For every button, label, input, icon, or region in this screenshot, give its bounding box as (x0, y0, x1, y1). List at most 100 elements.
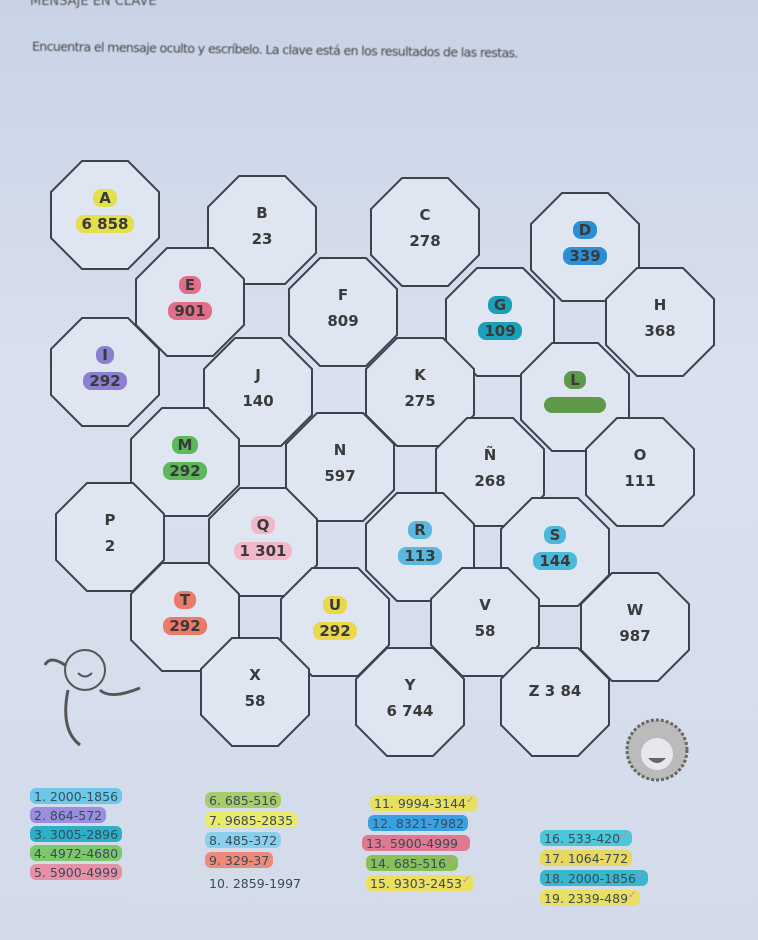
check-mark: ✓ (620, 830, 629, 841)
cell-value: 292 (313, 622, 357, 640)
cell-letter: Y (404, 676, 416, 694)
cell-m: M 292 (129, 406, 241, 518)
cell-s: S 144 (499, 496, 611, 608)
cell-u: U 292 (279, 566, 391, 678)
subtraction-item: 9. 329-37 (205, 852, 274, 869)
cell-letter: O (633, 446, 647, 464)
check-mark: ✓ (628, 890, 637, 901)
cell-value: 140 (242, 392, 274, 410)
cell-value: 339 (563, 247, 607, 265)
subtraction-item: 4. 4972-4680 (30, 845, 123, 862)
cell-b: B 23 (206, 174, 318, 286)
subtraction-item: 14. 685-516✓ (366, 855, 459, 872)
cell-value (544, 397, 606, 413)
cell-value: 292 (83, 372, 127, 390)
check-mark: ✓ (466, 795, 475, 806)
check-mark: ✓ (458, 835, 467, 846)
cell-letter: N (333, 441, 347, 459)
cell-value: 292 (163, 462, 207, 480)
cell-letter: Z 3 84 (528, 682, 582, 700)
cell-value: 109 (478, 322, 522, 340)
cell-letter: W (626, 601, 644, 619)
cell-letter: V (479, 596, 491, 614)
cell-o: O 111 (584, 416, 696, 528)
cell-value: 901 (168, 302, 212, 320)
octagon-shape (370, 177, 480, 287)
subtraction-item: 1. 2000-1856 (30, 788, 123, 805)
subtraction-item: 5. 5900-4999 (30, 864, 123, 881)
cell-h: H 368 (604, 266, 716, 378)
cell-letter: C (419, 206, 431, 224)
octagon-grid: A 6 858 B 23 C 278 D 339 E 901 F 809 G 109 H 368 I 292 J 14… (49, 159, 716, 758)
cell-r: R 113 (364, 491, 476, 603)
cell-value: 23 (251, 230, 273, 248)
cell-value: 58 (244, 692, 266, 710)
subtraction-item: 3. 3005-2896 (30, 826, 123, 843)
cell-x: X 58 (199, 636, 311, 748)
subtraction-item: 10. 2859-1997 (209, 876, 301, 892)
octagon-shape (500, 647, 610, 757)
cell-q: Q 1 301 (207, 486, 319, 598)
cell-letter: F (337, 286, 349, 304)
cell-value: 58 (474, 622, 496, 640)
cell-g: G 109 (444, 266, 556, 378)
octagon-shape (203, 337, 313, 447)
cell-letter: E (178, 276, 202, 294)
subtraction-item: 19. 2339-489✓ (540, 890, 641, 907)
cell-letter: G (487, 296, 513, 314)
cell-letter: A (93, 189, 117, 207)
subtraction-item: 12. 8321-7982 (368, 815, 468, 832)
octagon-shape (285, 412, 395, 522)
cell-value: 3 84 (544, 682, 582, 700)
cell-value: 275 (404, 392, 436, 410)
subtraction-item: 6. 685-516 (205, 792, 282, 809)
subtraction-item: 2. 864-572 (30, 807, 107, 824)
subtraction-item: 13. 5900-4999✓ (362, 835, 471, 852)
cell-letter: Ñ (483, 446, 497, 464)
cell-letter: Q (250, 516, 276, 534)
cell-n: N 597 (284, 411, 396, 523)
cell-i: I 292 (49, 316, 161, 428)
cell-value: 6 858 (75, 215, 135, 233)
cell-letter: K (414, 366, 426, 384)
cell-letter: H (653, 296, 667, 314)
cell-value: 268 (474, 472, 506, 490)
octagon-shape (355, 647, 465, 757)
cell-letter: L (564, 371, 586, 389)
cell-letter: R (408, 521, 432, 539)
cell-value: 1 301 (233, 542, 293, 560)
octagon-shape (585, 417, 695, 527)
check-mark: ✓ (462, 875, 471, 886)
check-mark: ✓ (446, 855, 455, 866)
cell-value: 368 (644, 322, 676, 340)
cell-value: 144 (533, 552, 577, 570)
cell-letter: P (104, 511, 116, 529)
cell-letter: X (249, 666, 261, 684)
cell-value: 987 (619, 627, 651, 645)
cell-f: F 809 (287, 256, 399, 368)
subtraction-item: 18. 2000-1856✓ (540, 870, 649, 887)
subtraction-item: 11. 9994-3144✓ (370, 795, 479, 812)
cell-z: Z 3 84 (499, 646, 611, 758)
cell-letter: T (173, 591, 197, 609)
octagon-shape (200, 637, 310, 747)
cell-value: 6 744 (386, 702, 434, 720)
cell-t: T 292 (129, 561, 241, 673)
cell-value: 278 (409, 232, 441, 250)
subtraction-item: 15. 9303-2453✓ (366, 875, 475, 892)
cell-letter: U (322, 596, 348, 614)
cell-a: A 6 858 (49, 159, 161, 271)
cell-w: W 987 (579, 571, 691, 683)
cell-value: 292 (163, 617, 207, 635)
cell-letter: J (255, 366, 261, 384)
cell-value: 111 (624, 472, 656, 490)
cell-y: Y 6 744 (354, 646, 466, 758)
cell-value: 2 (104, 537, 116, 555)
cell-letter: I (96, 346, 114, 364)
girl-illustration (43, 649, 141, 747)
octagon-shape (207, 175, 317, 285)
octagon-shape (288, 257, 398, 367)
cell-letter: S (543, 526, 567, 544)
cell-j: J 140 (202, 336, 314, 448)
cell-value: 809 (327, 312, 359, 330)
